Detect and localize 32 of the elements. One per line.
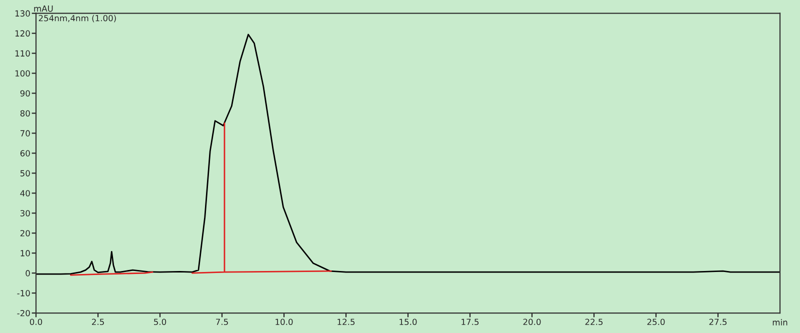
y-tick-label: -20 <box>17 310 30 316</box>
y-tick-label: 80 <box>20 110 30 117</box>
y-tick-label: 20 <box>20 230 30 236</box>
x-tick-label: 17.5 <box>462 318 479 326</box>
y-tick-label: 130 <box>15 10 30 17</box>
y-tick-label: 70 <box>20 130 30 136</box>
y-tick-label: 60 <box>20 150 30 156</box>
x-tick-label: 7.5 <box>216 318 228 326</box>
x-tick-label: 27.5 <box>709 318 727 326</box>
line-series <box>36 34 780 275</box>
x-tick-label: 2.5 <box>92 318 104 326</box>
y-tick-label: 30 <box>20 210 30 216</box>
y-tick-label: 40 <box>20 190 30 196</box>
x-tick-label: 10.0 <box>276 318 293 326</box>
y-tick-label: -10 <box>17 290 30 296</box>
y-tick-label: 100 <box>15 70 30 77</box>
y-tick-label: 0 <box>26 270 30 276</box>
x-tick-label: 25.0 <box>647 318 665 326</box>
y-tick-label: 50 <box>20 170 30 176</box>
y-tick-label: 90 <box>20 90 30 97</box>
y-tick-label: 120 <box>15 30 30 37</box>
x-tick-label: 0.0 <box>30 318 42 326</box>
x-tick-label: 20.0 <box>523 318 541 326</box>
y-tick-label: 10 <box>20 250 30 256</box>
y-tick-label: 110 <box>15 50 30 57</box>
x-tick-label: 5.0 <box>154 318 166 326</box>
x-tick-label: 22.5 <box>585 318 603 326</box>
x-axis-title: min <box>772 319 788 326</box>
x-tick-label: 12.5 <box>338 318 355 326</box>
x-tick-label: 15.0 <box>400 318 417 326</box>
annotation: 254nm,4nm (1.00) <box>38 14 116 22</box>
y-axis-title: mAU <box>34 6 53 12</box>
